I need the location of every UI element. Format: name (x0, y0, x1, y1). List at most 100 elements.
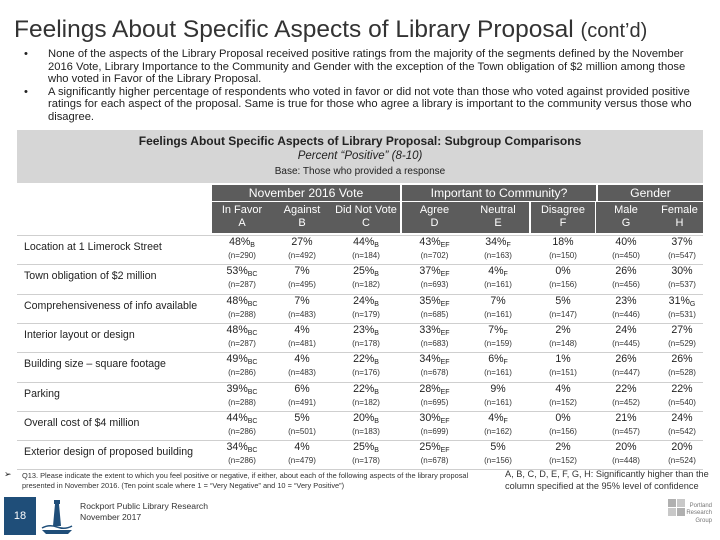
table-cell-n: (n=699) (420, 426, 449, 436)
significance-note: A, B, C, D, E, F, G, H: Significantly hi… (505, 469, 709, 491)
table-cell-value: 35%EF (402, 295, 467, 308)
table-cell-value: 44%B (332, 236, 400, 249)
cell-percent: 24% (353, 294, 375, 307)
column-name: Disagree (540, 204, 586, 216)
table-cell-value: 7%F (467, 324, 529, 337)
table-cell-value: 34%EF (402, 353, 467, 366)
cell-percent: 43% (419, 236, 441, 248)
cell-percent: 27% (291, 236, 313, 248)
page-title-suffix: (cont’d) (580, 20, 648, 42)
significance-letters: BC (247, 329, 258, 337)
table-cell-value: 25%EF (402, 441, 467, 454)
row-divider (17, 293, 703, 295)
column-code: G (621, 217, 631, 229)
table-cell-n: (n=447) (612, 368, 640, 378)
cell-percent: 5% (490, 441, 506, 454)
cell-percent: 5% (555, 294, 571, 307)
table-cell-value: 4% (272, 324, 332, 336)
table-cell-value: 24%B (332, 295, 400, 308)
question-footnote: Q13. Please indicate the extent to which… (22, 471, 469, 490)
cell-percent: 37% (419, 265, 441, 278)
column-header: Against B (272, 202, 332, 233)
table-cell-n: (n=178) (352, 456, 380, 466)
cell-percent: 28% (419, 382, 441, 395)
table-cell-n: (n=150) (549, 251, 577, 260)
table-cell-n: (n=528) (668, 368, 696, 378)
column-name: Agree (419, 204, 450, 216)
table-cell-value: 4% (272, 441, 332, 453)
table-cell-value: 6%F (467, 353, 529, 366)
column-header: Agree D (402, 202, 467, 233)
table-cell-value: 43%EF (402, 236, 467, 249)
table-cell-n: (n=287) (228, 280, 256, 290)
table-cell-n: (n=161) (484, 397, 512, 407)
table-cell-n: (n=152) (549, 397, 577, 407)
table-cell-n: (n=286) (228, 456, 256, 466)
row-divider (17, 469, 703, 471)
significance-letters: B (374, 329, 379, 337)
cell-percent: 48% (226, 323, 248, 336)
column-code: E (494, 217, 502, 229)
table-cell-value: 7% (467, 295, 529, 307)
cell-percent: 4% (294, 441, 310, 454)
significance-letters: EF (440, 271, 450, 279)
significance-letters: BC (247, 300, 258, 308)
column-name: Male (614, 204, 638, 216)
cell-percent: 1% (555, 353, 571, 366)
cell-percent: 40% (615, 236, 637, 248)
source-line-1: Rockport Public Library Research (80, 501, 209, 511)
significance-letters: B (374, 359, 379, 367)
table-cell-n: (n=495) (288, 280, 316, 290)
table-cell-value: 22% (596, 383, 656, 395)
table-cell-n: (n=151) (549, 368, 577, 378)
table-cell-n: (n=456) (612, 280, 640, 290)
significance-letters: B (374, 447, 379, 455)
table-cell-n: (n=531) (668, 309, 696, 319)
cell-percent: 48% (229, 236, 251, 248)
cell-percent: 7% (488, 323, 504, 336)
table-cell-n: (n=287) (228, 338, 256, 348)
significance-letters: F (503, 417, 508, 425)
table-cell-n: (n=479) (288, 456, 316, 466)
cell-percent: 4% (294, 323, 310, 336)
cell-percent: 2% (555, 441, 571, 454)
significance-letters: EF (440, 300, 450, 308)
page-title: Feelings About Specific Aspects of Libra… (14, 16, 647, 44)
table-cell-value: 5% (531, 295, 595, 307)
table-cell-n: (n=290) (228, 251, 256, 260)
cell-percent: 20% (615, 441, 637, 454)
table-cell-n: (n=542) (668, 426, 696, 436)
table-cell-value: 28%EF (402, 383, 467, 396)
table-cell-value: 30%EF (402, 412, 467, 425)
significance-letters: BC (247, 359, 258, 367)
table-cell-n: (n=288) (228, 397, 256, 407)
table-cell-value: 22%B (332, 383, 400, 396)
table-cell-value: 4% (272, 353, 332, 365)
significance-letters: B (250, 242, 255, 249)
table-cell-value: 6% (272, 383, 332, 395)
table-cell-value: 5% (467, 441, 529, 453)
table-cell-n: (n=501) (288, 426, 316, 436)
table-cell-n: (n=450) (612, 251, 640, 260)
cell-percent: 34% (226, 441, 248, 454)
cell-percent: 48% (226, 294, 248, 307)
cell-percent: 6% (488, 353, 504, 366)
table-cell-n: (n=483) (288, 309, 316, 319)
table-cell-n: (n=286) (228, 368, 256, 378)
table-cell-n: (n=286) (228, 426, 256, 436)
row-label: Building size – square footage (24, 358, 166, 371)
table-cell-value: 4%F (467, 412, 529, 425)
table-cell-value: 18% (531, 236, 595, 248)
table-cell-value: 44%BC (212, 412, 272, 425)
table-cell-value: 0% (531, 265, 595, 277)
column-code: H (675, 217, 684, 229)
cell-percent: 5% (294, 411, 310, 424)
table-cell-value: 25%B (332, 441, 400, 454)
table-cell-value: 34%F (467, 236, 529, 249)
significance-letters: B (374, 242, 379, 249)
cell-percent: 23% (615, 294, 637, 307)
table-cell-n: (n=693) (420, 280, 449, 290)
table-cell-value: 31%G (656, 295, 708, 308)
table-cell-n: (n=445) (612, 338, 640, 348)
source-block: Rockport Public Library Research Novembe… (80, 501, 208, 523)
